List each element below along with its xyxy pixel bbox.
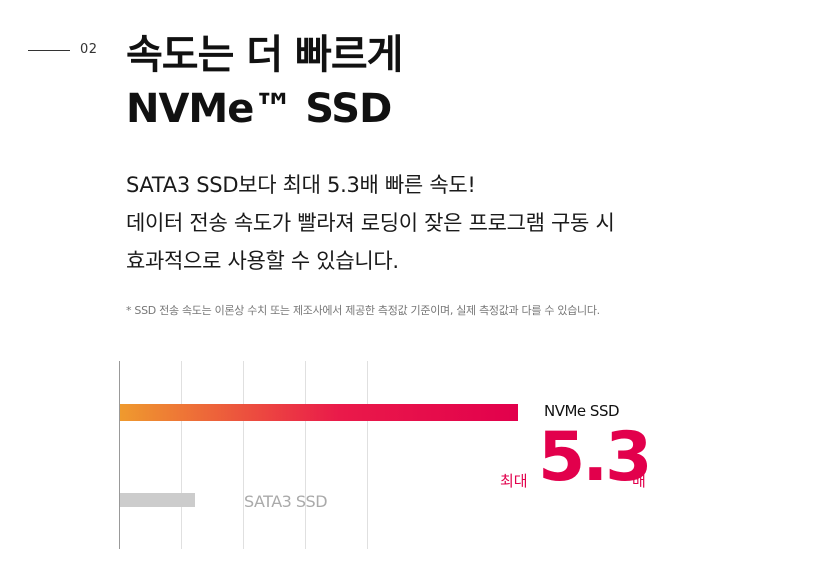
headline-line-1: 속도는 더 빠르게 (126, 32, 403, 78)
bar-sata3-ssd (120, 493, 195, 507)
bar-label-nvme-ssd: NVMe SSD (544, 402, 620, 420)
description-line-2: 데이터 전송 속도가 빨라져 로딩이 잦은 프로그램 구동 시 (126, 211, 615, 235)
section-number: 02 (80, 42, 98, 57)
footnote: * SSD 전송 속도는 이론상 수치 또는 제조사에서 제공한 측정값 기준이… (126, 304, 600, 317)
gridline (305, 361, 306, 549)
comparison-prefix: 최대 (500, 472, 528, 490)
headline-line-2: NVMe™ SSD (126, 86, 392, 132)
comparison-suffix: 배 (632, 472, 646, 490)
section-divider-line (28, 50, 70, 51)
gridline (367, 361, 368, 549)
gridline (243, 361, 244, 549)
bar-label-sata3-ssd: SATA3 SSD (244, 492, 328, 511)
description: SATA3 SSD보다 최대 5.3배 빠른 속도! 데이터 전송 속도가 빨라… (126, 166, 615, 280)
description-line-3: 효과적으로 사용할 수 있습니다. (126, 249, 399, 273)
gridline (181, 361, 182, 549)
description-line-1: SATA3 SSD보다 최대 5.3배 빠른 속도! (126, 173, 476, 197)
chart-axis (119, 361, 120, 549)
comparison-value: 5.3 (538, 418, 652, 497)
headline: 속도는 더 빠르게 NVMe™ SSD (126, 28, 403, 136)
bar-nvme-ssd (120, 404, 518, 421)
